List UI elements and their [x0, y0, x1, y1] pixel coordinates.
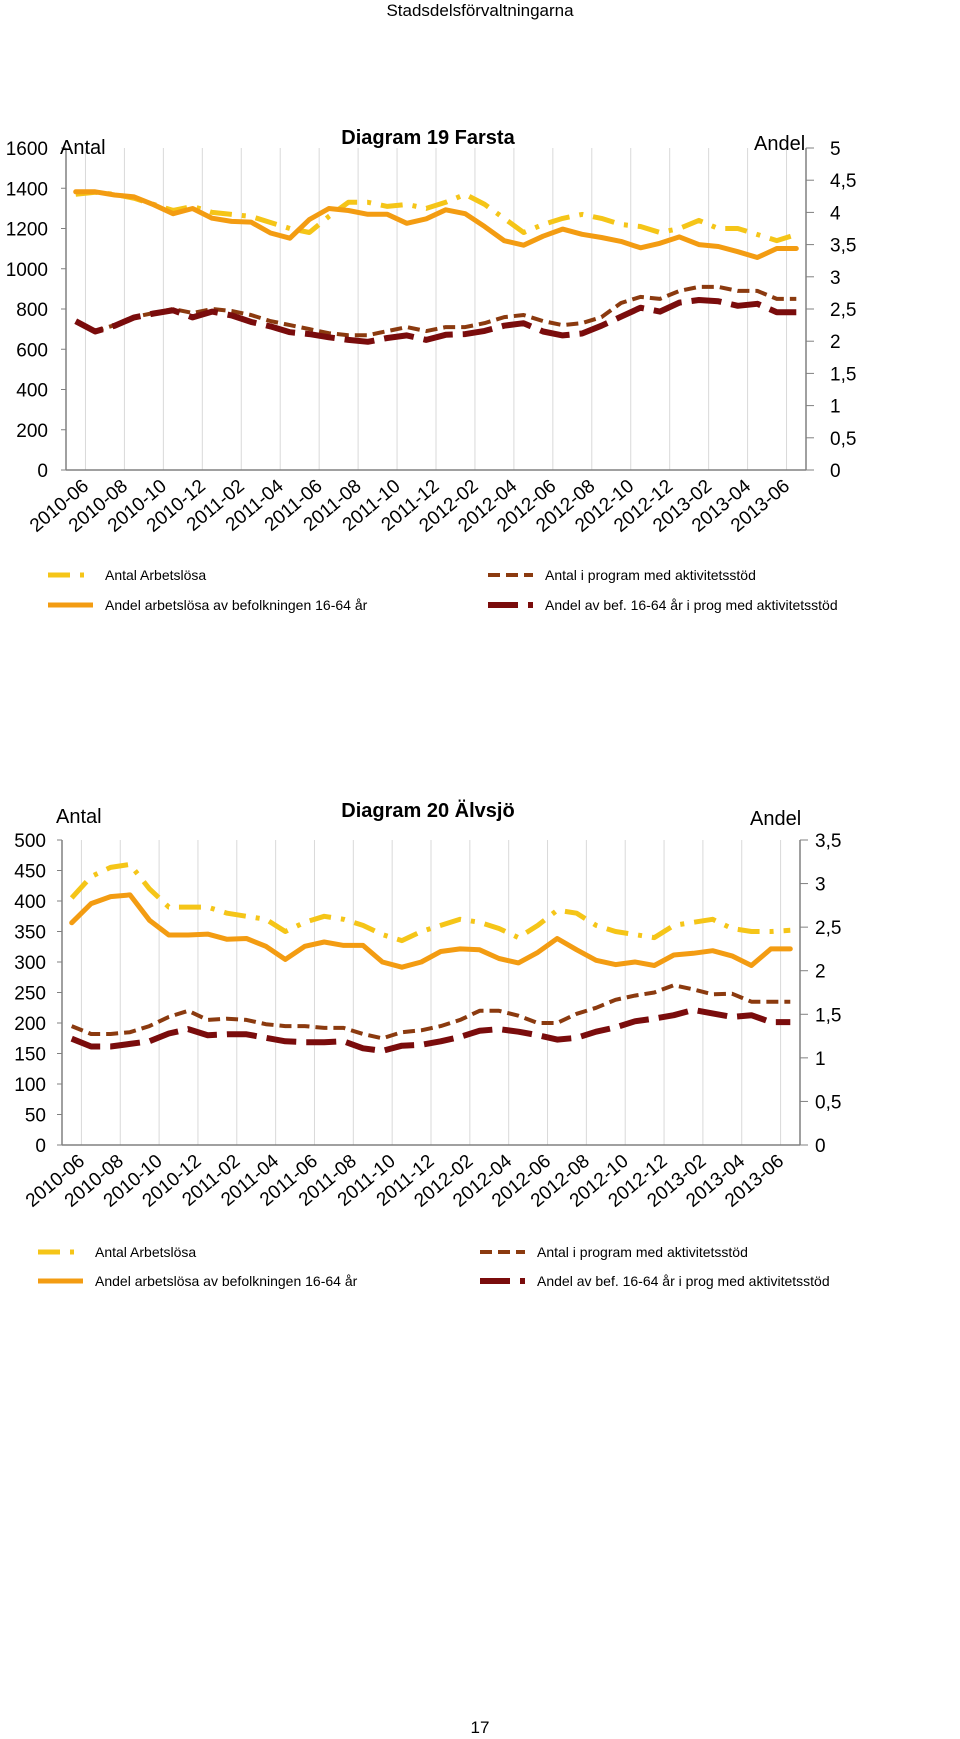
left-tick-label: 600: [16, 340, 48, 361]
page-number: 17: [470, 1718, 490, 1737]
right-tick-label: 0: [815, 1136, 826, 1157]
left-tick-label: 350: [14, 923, 46, 944]
left-tick-label: 100: [14, 1075, 46, 1096]
legend-label-antal-i-program-med-aktivitetsstod: Antal i program med aktivitetsstöd: [537, 1244, 748, 1260]
y-axis-label: Antal: [60, 137, 106, 159]
legend-label-andel-av-bef-16-64-ar-i-prog-med-aktivitetsstod: Andel av bef. 16-64 år i prog med aktivi…: [545, 597, 838, 613]
chart-farsta: 0 200 400 600 800 1000 1200 1400 1600 0 0,5 1 1,5 2 2,…: [6, 127, 857, 613]
y2-axis-label: Andel: [754, 133, 805, 155]
right-tick-label: 1,5: [815, 1005, 841, 1026]
legend-label-antal-arbetslosa: Antal Arbetslösa: [105, 567, 206, 583]
plot-group: 0 50 100 150 200 250 300 350 400 450 500 0 0,5 1 1,5 2 2…: [14, 799, 841, 1289]
right-tick-label: 2,5: [830, 300, 856, 321]
left-tick-label: 300: [14, 953, 46, 974]
left-tick-label: 50: [25, 1106, 46, 1127]
left-tick-label: 500: [14, 831, 46, 852]
chart-title: Diagram 19 Farsta: [341, 127, 515, 149]
series-line-antal-arbetslosa: [69, 861, 791, 944]
y-axis-label: Antal: [56, 806, 102, 828]
legend-label-andel-av-bef-16-64-ar-i-prog-med-aktivitetsstod: Andel av bef. 16-64 år i prog med aktivi…: [537, 1273, 830, 1289]
right-tick-label: 4: [830, 203, 841, 224]
left-tick-label: 1200: [6, 220, 48, 241]
left-tick-label: 1000: [6, 260, 48, 281]
series-line-andel-av-bef-16-64-ar-i-prog-med-aktivitetsstod: [70, 1006, 791, 1054]
right-tick-label: 2,5: [815, 918, 841, 939]
left-tick-label: 150: [14, 1045, 46, 1066]
series-line-andel-arbetslosa-av-befolkningen-16-64-ar: [69, 892, 793, 970]
left-tick-label: 0: [35, 1136, 46, 1157]
chart-title: Diagram 20 Älvsjö: [341, 799, 514, 822]
series-line-andel-av-bef-16-64-ar-i-prog-med-aktivitetsstod: [74, 297, 797, 345]
legend-label-antal-i-program-med-aktivitetsstod: Antal i program med aktivitetsstöd: [545, 567, 756, 583]
legend-label-andel-arbetslosa-av-befolkningen-16-64-ar: Andel arbetslösa av befolkningen 16-64 å…: [95, 1273, 358, 1289]
left-tick-label: 1600: [6, 139, 48, 160]
left-tick-label: 800: [16, 300, 48, 321]
right-tick-label: 0,5: [830, 429, 856, 450]
right-tick-label: 4,5: [830, 171, 856, 192]
left-tick-label: 400: [14, 892, 46, 913]
legend-label-antal-arbetslosa: Antal Arbetslösa: [95, 1244, 196, 1260]
right-tick-label: 3,5: [815, 831, 841, 852]
series-line-antal-arbetslosa: [75, 189, 798, 244]
right-tick-label: 5: [830, 139, 841, 160]
left-tick-label: 0: [37, 461, 48, 482]
y2-axis-label: Andel: [750, 808, 801, 830]
left-tick-label: 250: [14, 984, 46, 1005]
left-tick-label: 200: [16, 421, 48, 442]
left-tick-label: 1400: [6, 179, 48, 200]
page-header: Stadsdelsförvaltningarna: [386, 1, 574, 20]
right-tick-label: 0,5: [815, 1092, 841, 1113]
plot-group: 0 200 400 600 800 1000 1200 1400 1600 0 0,5 1 1,5 2 2,…: [6, 127, 857, 613]
series-line-antal-i-program-med-aktivitetsstod: [74, 284, 797, 338]
right-tick-label: 0: [830, 461, 841, 482]
right-tick-label: 1,5: [830, 364, 856, 385]
series-line-andel-arbetslosa-av-befolkningen-16-64-ar: [73, 189, 799, 260]
right-tick-label: 2: [815, 962, 826, 983]
right-tick-label: 1: [815, 1049, 826, 1070]
right-tick-label: 3,5: [830, 236, 856, 257]
series-line-antal-i-program-med-aktivitetsstod: [70, 983, 791, 1041]
right-tick-label: 3: [815, 875, 826, 896]
right-tick-label: 3: [830, 268, 841, 289]
left-tick-label: 200: [14, 1014, 46, 1035]
right-tick-label: 2: [830, 332, 841, 353]
left-tick-label: 400: [16, 381, 48, 402]
left-tick-label: 450: [14, 862, 46, 883]
right-tick-label: 1: [830, 397, 841, 418]
legend-label-andel-arbetslosa-av-befolkningen-16-64-ar: Andel arbetslösa av befolkningen 16-64 å…: [105, 597, 368, 613]
chart-alvsjo: 0 50 100 150 200 250 300 350 400 450 500 0 0,5 1 1,5 2 2…: [14, 799, 841, 1289]
